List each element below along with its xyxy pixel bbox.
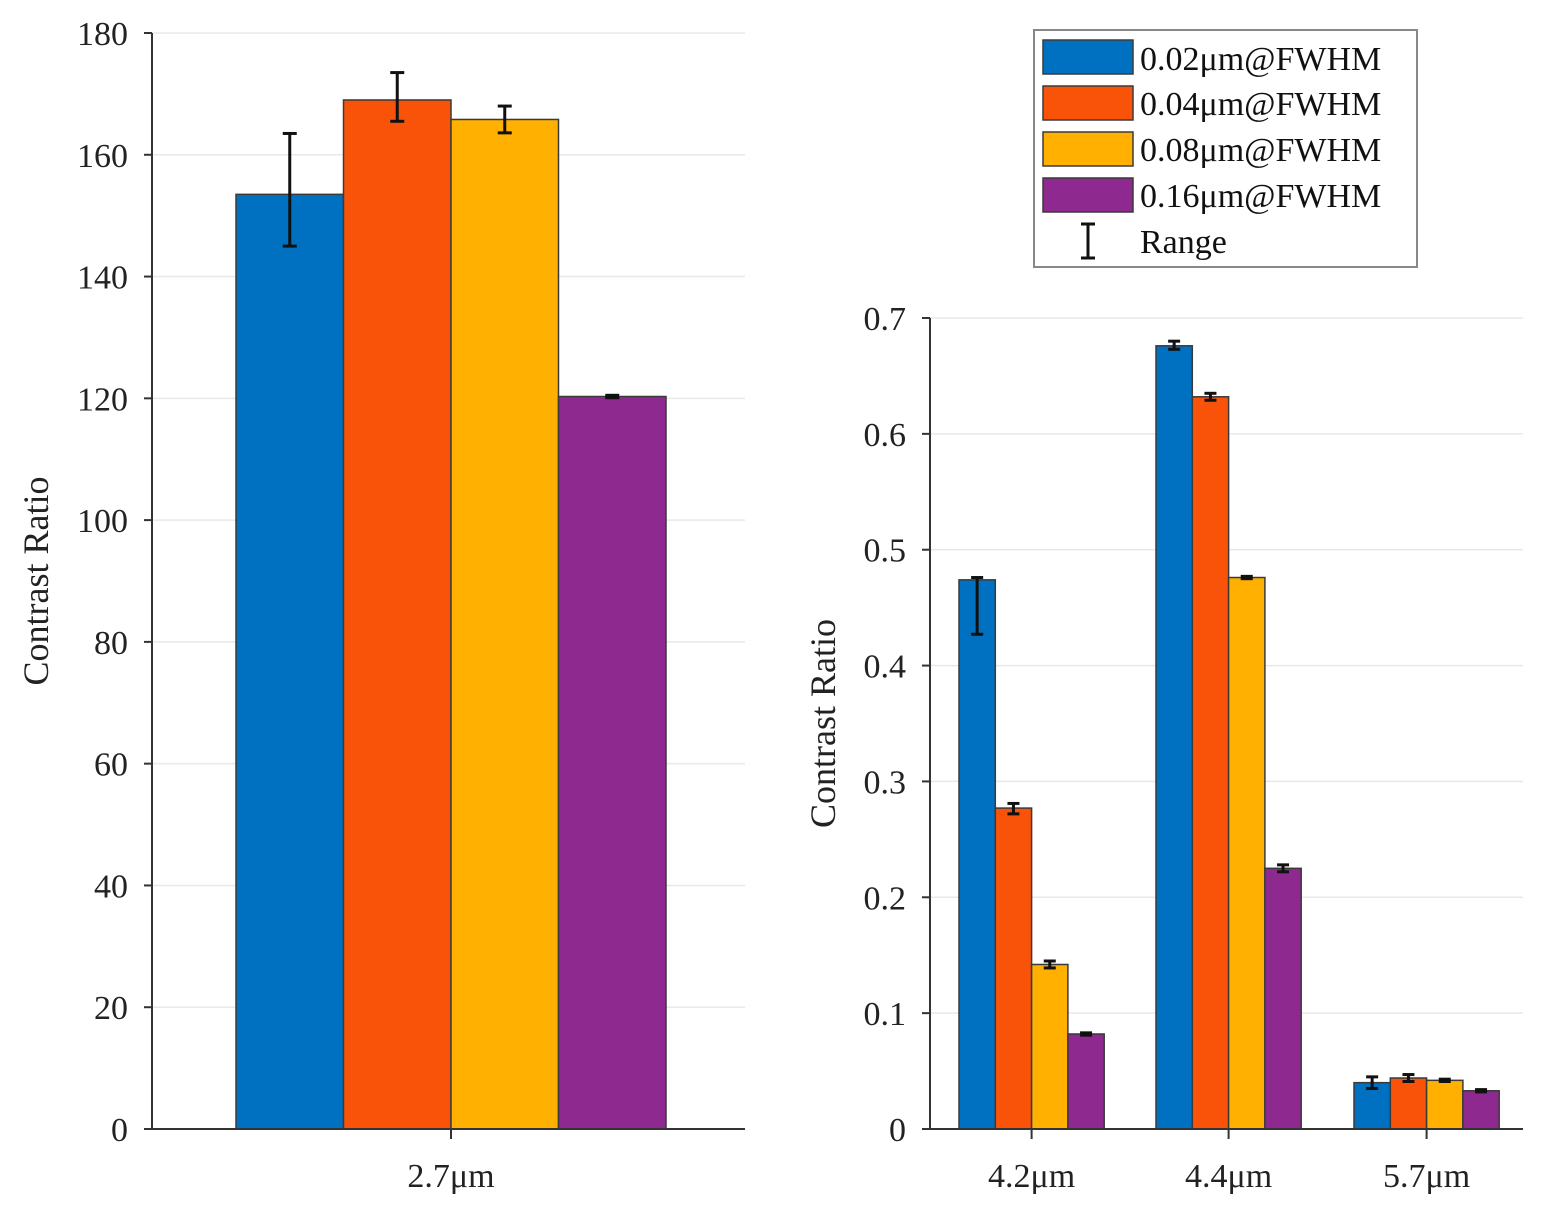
y-tick-label: 140 [77, 260, 128, 297]
error-bar-4-2um-0-02um-fwhm [971, 576, 984, 636]
y-tick-label: 100 [77, 503, 128, 540]
error-bar-5-7um-0-04um-fwhm [1402, 1073, 1415, 1083]
error-bar-4-4um-0-08um-fwhm [1240, 574, 1253, 581]
error-bar-2-7um-0-04um-fwhm [390, 71, 405, 123]
error-bar-5-7um-0-02um-fwhm [1366, 1075, 1379, 1090]
y-axis-title: Contrast Ratio [803, 619, 843, 828]
y-tick-label: 0.7 [864, 301, 907, 338]
bar-2-7um-0-16um-fwhm [557, 395, 667, 1130]
y-tick-label: 0 [889, 1112, 906, 1149]
y-tick-label: 40 [94, 868, 128, 905]
y-tick-label: 0 [111, 1112, 128, 1149]
chart-right-4-2-to-5-7um: 4.2μm 4.4μm 5.7μm 0 0.1 0.2 0.3 0.4 0.5 0.6 0.7 Con… [803, 301, 1523, 1195]
legend-swatch-0-16um [1042, 177, 1134, 213]
legend-label-0-08um: 0.08μm@FWHM [1140, 132, 1381, 169]
error-bar-4-4um-0-02um-fwhm [1168, 339, 1181, 351]
legend-swatch-0-04um [1042, 85, 1134, 121]
bar-4-2um-0-08um-fwhm [1030, 963, 1069, 1130]
error-bar-2-7um-0-02um-fwhm [282, 131, 297, 248]
legend-label-0-16um: 0.16μm@FWHM [1140, 178, 1381, 215]
x-tick-label-2-7um: 2.7μm [407, 1158, 494, 1195]
legend-label-range: Range [1140, 224, 1227, 261]
bar-2-7um-0-08um-fwhm [450, 118, 560, 1130]
bar-4-2um-0-02um-fwhm [958, 579, 997, 1130]
bar-5-7um-0-04um-fwhm [1389, 1077, 1428, 1130]
chart-left-2-7um: 2.7μm 0 20 40 60 80 100 120 140 160 180 Contrast Ra… [16, 16, 745, 1195]
y-tick-label: 0.5 [864, 533, 907, 570]
error-bar-4-4um-0-04um-fwhm [1204, 391, 1217, 402]
error-bar-4-4um-0-16um-fwhm [1277, 863, 1290, 874]
y-tick-label: 180 [77, 16, 128, 53]
y-tick-label: 0.2 [864, 880, 907, 917]
x-tick-label-5-7um: 5.7μm [1383, 1158, 1470, 1195]
x-tick-label-4-2um: 4.2μm [988, 1158, 1075, 1195]
bar-5-7um-0-16um-fwhm [1462, 1090, 1500, 1130]
legend: 0.02μm@FWHM 0.04μm@FWHM 0.08μm@FWHM 0.16… [1033, 29, 1418, 268]
bar-4-4um-0-02um-fwhm [1155, 345, 1194, 1130]
y-tick-label: 0.3 [864, 764, 907, 801]
y-tick-label: 0.1 [864, 996, 907, 1033]
bar-2-7um-0-02um-fwhm [235, 193, 345, 1130]
y-tick-label: 20 [94, 990, 128, 1027]
error-bar-4-2um-0-16um-fwhm [1080, 1031, 1093, 1037]
bar-4-2um-0-16um-fwhm [1067, 1033, 1105, 1130]
y-tick-label: 120 [77, 381, 128, 418]
bar-4-4um-0-08um-fwhm [1227, 576, 1266, 1130]
error-bar-4-2um-0-08um-fwhm [1043, 959, 1056, 970]
error-bar-5-7um-0-16um-fwhm [1475, 1088, 1488, 1094]
y-tick-label: 0.4 [864, 649, 907, 686]
y-tick-label: 0.6 [864, 417, 907, 454]
legend-swatch-0-02um [1042, 39, 1134, 75]
legend-label-0-02um: 0.02μm@FWHM [1140, 41, 1381, 78]
bar-4-4um-0-04um-fwhm [1191, 396, 1230, 1130]
legend-swatch-0-08um [1042, 131, 1134, 167]
error-bar-4-2um-0-04um-fwhm [1007, 801, 1020, 816]
error-bar-2-7um-0-08um-fwhm [497, 104, 512, 135]
legend-label-0-04um: 0.04μm@FWHM [1140, 86, 1381, 123]
y-tick-label: 80 [94, 625, 128, 662]
error-bar-5-7um-0-08um-fwhm [1438, 1077, 1451, 1083]
y-tick-label: 160 [77, 138, 128, 175]
legend-range-icon [1081, 222, 1095, 260]
x-tick-label-4-4um: 4.4μm [1185, 1158, 1272, 1195]
bar-4-4um-0-16um-fwhm [1264, 867, 1302, 1130]
error-bar-2-7um-0-16um-fwhm [605, 393, 620, 400]
y-tick-label: 60 [94, 747, 128, 784]
bar-4-2um-0-04um-fwhm [994, 807, 1033, 1130]
y-axis-title: Contrast Ratio [16, 477, 56, 686]
bar-5-7um-0-08um-fwhm [1425, 1079, 1464, 1130]
bar-2-7um-0-04um-fwhm [342, 99, 452, 1130]
